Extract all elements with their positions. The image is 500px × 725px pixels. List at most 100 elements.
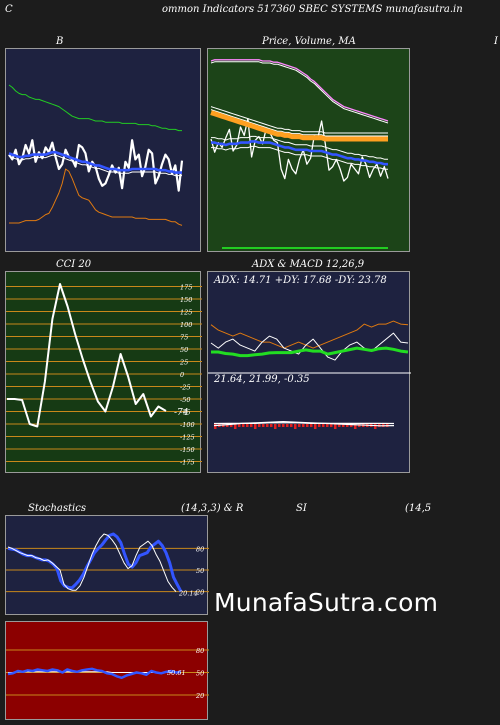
price-title-a: Price, xyxy=(262,36,292,47)
rsi-line xyxy=(7,667,182,680)
adx-chart xyxy=(208,320,411,429)
macd-histogram-bar xyxy=(322,424,325,427)
price-ma-long xyxy=(210,59,389,122)
bb-middle-shadow xyxy=(8,154,182,177)
rsi-level-label: 20 xyxy=(195,692,204,700)
cci-last-value: -74 xyxy=(174,408,189,418)
macd-histogram-bar xyxy=(226,424,229,427)
cci-level-label: -100 xyxy=(180,421,195,429)
cci-level-label: 75 xyxy=(180,334,188,342)
macd-histogram-bar xyxy=(342,424,345,427)
rsi-chart: 80 50 20 50.61 xyxy=(6,647,209,700)
macd-histogram-bar xyxy=(302,424,305,427)
macd-histogram-bar xyxy=(230,424,233,427)
macd-histogram-bar xyxy=(330,424,333,427)
cci-title: CCI 20 xyxy=(56,259,92,270)
price-title-b: Volume, xyxy=(294,36,336,47)
macd-histogram-bar xyxy=(358,424,361,427)
macd-histogram-bar xyxy=(250,424,253,427)
cci-level-label: 100 xyxy=(180,321,192,329)
cci-level-label: 25 xyxy=(179,359,188,367)
price-ma-mid-upper2 xyxy=(210,109,388,137)
bb-middle-line xyxy=(8,150,182,174)
price-ma-short xyxy=(211,140,388,166)
macd-histogram-bar xyxy=(354,424,357,429)
rsi-level-label: 50 xyxy=(196,670,204,678)
stoch-d-line xyxy=(7,533,177,592)
rsi-level-label: 80 xyxy=(196,647,204,655)
cci-level-label: -25 xyxy=(180,384,190,392)
macd-histogram-bar xyxy=(314,424,317,429)
cci-chart: 175 150 125 100 75 50 25 0 -25 -50 -75 -100 -125 -150… xyxy=(6,283,202,467)
cci-level-label: 175 xyxy=(180,284,192,292)
bb-panel xyxy=(5,48,201,252)
rsi-panel: 80 50 20 50.61 xyxy=(5,621,209,720)
macd-histogram-bar xyxy=(262,424,265,427)
macd-histogram-bar xyxy=(374,424,377,429)
macd-histogram-bar xyxy=(306,424,309,427)
bb-chart xyxy=(8,84,184,226)
price-ma-long-shadow xyxy=(210,61,389,124)
cci-line xyxy=(7,283,167,428)
price-ma-band-lower xyxy=(211,145,388,170)
macd-histogram-bar xyxy=(254,424,257,429)
cci-level-label: -50 xyxy=(180,396,190,404)
stoch-title-params: (14,3,3) & R xyxy=(181,503,244,514)
price-ma-mid xyxy=(210,110,388,142)
macd-signal-line xyxy=(213,422,395,425)
adx-title: ADX & MACD 12,26,9 xyxy=(252,259,365,270)
watermark: MunafaSutra.com xyxy=(214,588,439,617)
macd-histogram-bar xyxy=(350,424,353,427)
macd-histogram-bar xyxy=(290,424,293,427)
header-left: C xyxy=(5,4,13,15)
price-chart xyxy=(210,59,389,249)
macd-histogram-bar xyxy=(278,424,281,427)
macd-histogram-bar xyxy=(298,424,301,427)
cci-level-label: -150 xyxy=(180,446,195,454)
macd-histogram-bar xyxy=(258,424,261,427)
stoch-title: Stochastics xyxy=(28,503,86,514)
macd-histogram-bar xyxy=(318,424,321,427)
macd-histogram-bar xyxy=(214,424,217,429)
macd-histogram-bar xyxy=(286,424,289,427)
rsi-title-params: (14,5 xyxy=(405,503,432,514)
rsi-title: SI xyxy=(296,503,307,514)
macd-histogram-bar xyxy=(346,424,349,427)
bb-lower-line xyxy=(9,168,183,226)
macd-histogram-bar xyxy=(310,424,313,427)
bb-upper-line xyxy=(8,84,182,132)
adx-values: ADX: 14.71 +DY: 17.68 -DY: 23.78 xyxy=(214,275,387,286)
cci-level-label: -175 xyxy=(180,459,195,467)
macd-histogram-bar xyxy=(238,424,241,427)
stoch-last-value: 20.14 xyxy=(178,590,198,598)
stoch-level-label: 20 xyxy=(195,589,204,597)
macd-histogram-bar xyxy=(334,424,337,429)
price-close-line xyxy=(210,117,389,182)
cci-level-label: 150 xyxy=(180,296,192,304)
macd-histogram-bar xyxy=(234,424,237,429)
price-title: Price, Volume, MA xyxy=(262,36,356,47)
price-title-c: MA xyxy=(338,36,356,47)
price-ma-band-upper xyxy=(211,135,388,160)
macd-histogram-bar xyxy=(282,424,285,427)
adx-panel: ADX: 14.71 +DY: 17.68 -DY: 23.78 21.64, … xyxy=(207,271,411,473)
price-panel xyxy=(207,48,410,252)
stoch-k-line xyxy=(7,532,183,593)
header-title: ommon Indicators 517360 SBEC SYSTEMS mun… xyxy=(162,4,463,15)
bb-title: B xyxy=(56,36,64,47)
macd-histogram-bar xyxy=(338,424,341,427)
adx-line xyxy=(211,346,409,358)
macd-histogram-bar xyxy=(270,424,273,427)
stoch-level-label: 80 xyxy=(196,545,204,553)
stoch-panel: 80 50 20 20.14 xyxy=(5,515,209,615)
adx-minus-dy-line xyxy=(210,320,409,349)
stoch-level-label: 50 xyxy=(196,567,204,575)
macd-histogram-bar xyxy=(246,424,249,427)
macd-histogram-bar xyxy=(294,424,297,429)
cci-panel: 175 150 125 100 75 50 25 0 -25 -50 -75 -100 -125 -150… xyxy=(5,271,202,473)
rsi-last-value: 50.61 xyxy=(167,669,186,677)
price-ma-mid-upper xyxy=(210,106,388,134)
cci-level-label: 125 xyxy=(180,309,192,317)
macd-values: 21.64, 21.99, -0.35 xyxy=(214,374,310,385)
